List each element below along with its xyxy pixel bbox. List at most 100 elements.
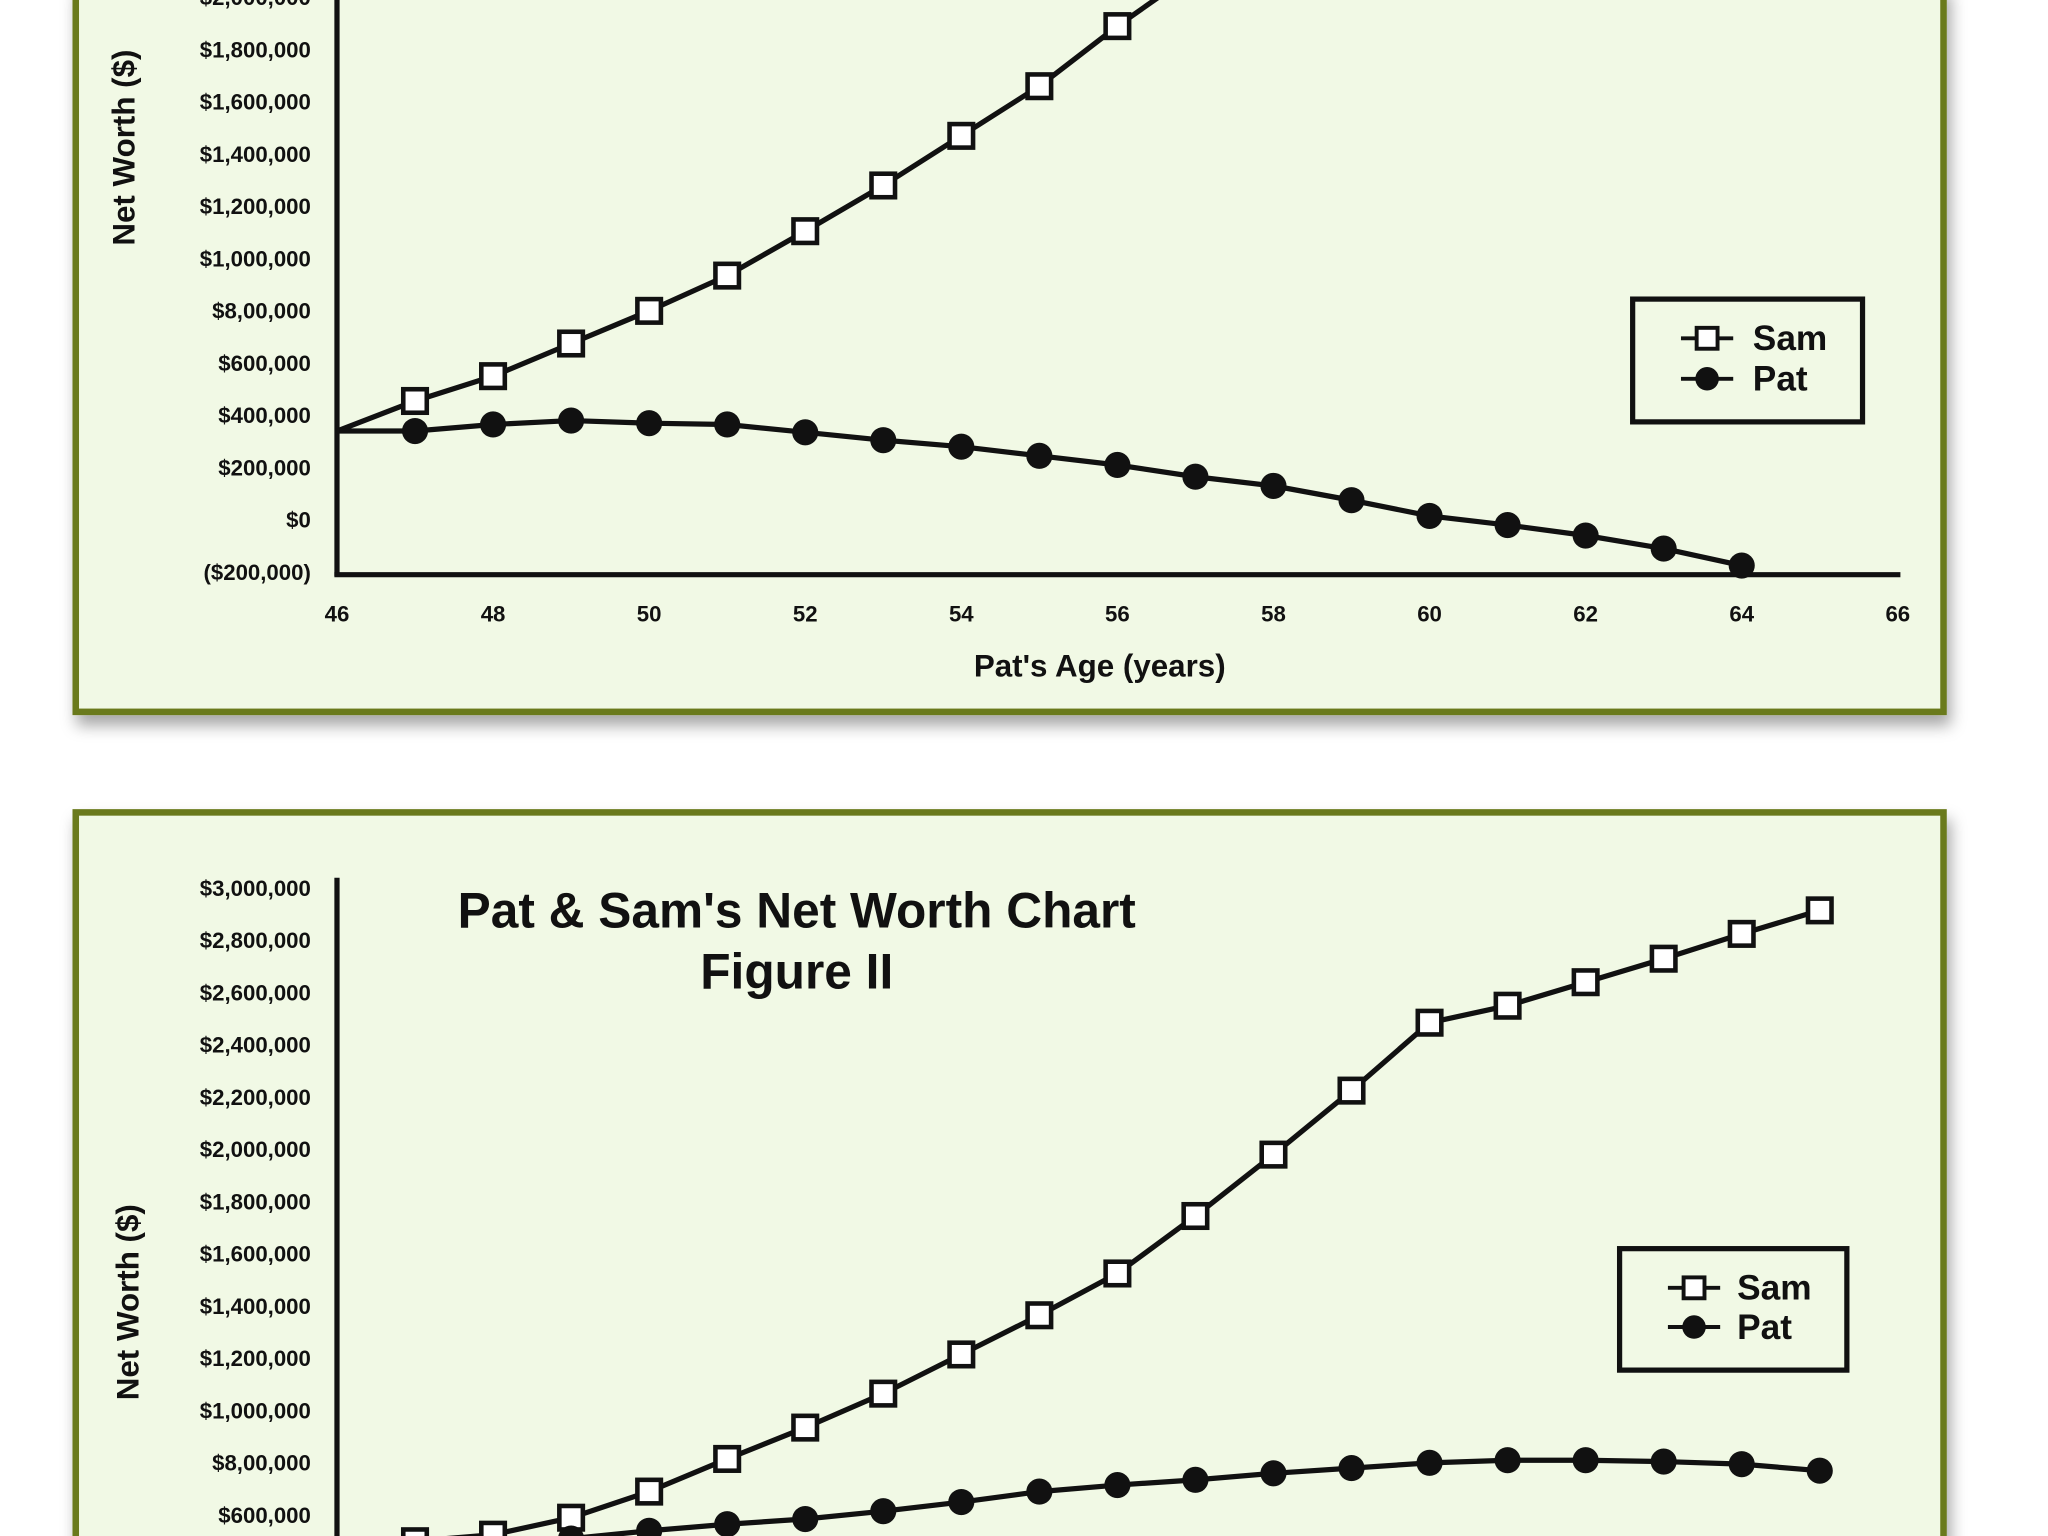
data-point-sam [869, 171, 898, 200]
y-tick-label: $2,400,000 [200, 1033, 311, 1058]
legend-sam-marker [1694, 325, 1720, 351]
data-point-pat [1416, 1449, 1443, 1476]
data-point-sam [479, 1520, 508, 1536]
y-tick-label: $2,000,000 [200, 0, 311, 10]
data-point-sam [791, 1413, 820, 1442]
data-point-pat [558, 407, 585, 434]
data-point-pat [1572, 1447, 1599, 1474]
x-tick-label: 52 [793, 602, 818, 627]
legend-sam-label: Sam [1737, 1269, 1811, 1308]
data-point-sam [947, 1340, 976, 1369]
y-tick-label: $2,600,000 [200, 980, 311, 1005]
legend-sam-marker [1681, 1275, 1707, 1301]
data-point-pat [636, 410, 663, 437]
data-point-pat [1260, 472, 1287, 499]
legend-pat-label: Pat [1737, 1308, 1792, 1347]
data-point-pat [1572, 522, 1599, 549]
y-tick-label: ($200,000) [204, 560, 311, 585]
data-point-sam [479, 362, 508, 391]
y-tick-label: $600,000 [218, 1503, 311, 1528]
y-tick-label: $8,00,000 [212, 299, 311, 324]
chart-panel-1: $2,000,000 $1,800,000 $1,600,000 $1,400,000… [72, 0, 1947, 716]
data-point-sam [400, 386, 430, 416]
legend-sam-label: Sam [1753, 319, 1827, 358]
data-point-pat [1650, 535, 1677, 562]
data-point-sam [713, 261, 742, 290]
x-tick-label: 46 [325, 602, 350, 627]
data-point-pat [1260, 1460, 1287, 1487]
y-tick-label: $8,00,000 [212, 1451, 311, 1476]
data-point-sam [1025, 1301, 1054, 1330]
x-tick-label: 50 [637, 602, 662, 627]
data-point-sam [1181, 1201, 1210, 1231]
data-point-sam [1571, 968, 1600, 997]
data-point-sam [400, 1527, 430, 1536]
chart-title: Pat & Sam's Net Worth Chart [458, 882, 1136, 938]
data-point-pat [714, 411, 741, 438]
data-point-pat [1104, 1472, 1131, 1499]
data-point-pat [1806, 1457, 1833, 1484]
data-point-sam [1103, 1259, 1132, 1288]
data-point-sam [1025, 72, 1054, 101]
chart-panel-2: Pat & Sam's Net Worth Chart Figure II $3… [72, 809, 1947, 1536]
y-tick-label: $2,000,000 [200, 1137, 311, 1162]
y-tick-label: $1,400,000 [200, 142, 311, 167]
data-point-sam [1103, 12, 1132, 41]
data-point-pat [1494, 1447, 1521, 1474]
y-tick-label: $1,800,000 [200, 1189, 311, 1214]
data-point-sam [1337, 1076, 1366, 1105]
x-tick-label: 58 [1261, 602, 1286, 627]
data-point-pat [948, 1488, 975, 1516]
data-point-pat [870, 1498, 897, 1525]
data-point-pat [1182, 1466, 1209, 1493]
chart-subtitle: Figure II [700, 944, 893, 1000]
legend: Sam Pat [1616, 1246, 1850, 1373]
legend-pat-marker [1695, 367, 1719, 391]
data-point-pat [792, 1505, 819, 1533]
data-point-pat [1338, 1455, 1365, 1482]
data-point-pat [870, 427, 897, 454]
y-tick-label: $1,800,000 [200, 37, 311, 62]
legend-pat-label: Pat [1753, 360, 1808, 399]
data-point-sam [1415, 1008, 1444, 1037]
x-tick-label: 66 [1885, 602, 1910, 627]
data-point-sam [791, 217, 820, 246]
data-point-pat [1416, 502, 1443, 529]
data-point-pat [1728, 1451, 1755, 1478]
y-tick-label: $2,200,000 [200, 1085, 311, 1110]
legend-pat-marker [1682, 1315, 1706, 1339]
x-tick-label: 54 [949, 602, 974, 627]
data-point-pat [1104, 451, 1131, 479]
y-axis-label: Net Worth ($) [110, 1204, 145, 1400]
x-tick-label: 62 [1573, 602, 1598, 627]
data-point-pat [636, 1517, 663, 1536]
x-tick-label: 56 [1105, 602, 1130, 627]
data-point-sam [1727, 919, 1756, 948]
data-point-sam [1493, 991, 1522, 1020]
y-tick-label: $3,000,000 [200, 876, 311, 901]
y-axis-label: Net Worth ($) [107, 50, 142, 246]
y-tick-label: $1,600,000 [200, 1242, 311, 1267]
x-tick-label: 64 [1729, 602, 1754, 627]
data-point-pat [714, 1511, 741, 1536]
data-point-pat [1026, 1478, 1053, 1505]
data-point-pat [1728, 552, 1755, 579]
x-tick-label: 60 [1417, 602, 1442, 627]
y-tick-label: $200,000 [218, 455, 311, 480]
data-point-pat [1338, 487, 1365, 514]
data-point-pat [948, 433, 975, 460]
data-point-sam [557, 329, 586, 358]
y-tick-label: $1,000,000 [200, 246, 311, 271]
x-axis-label: Pat's Age (years) [974, 649, 1226, 684]
data-point-pat [480, 411, 507, 438]
data-point-sam [947, 121, 976, 150]
y-tick-label: $2,800,000 [200, 928, 311, 953]
y-tick-label: $1,400,000 [200, 1294, 311, 1319]
legend: Sam Pat [1630, 296, 1866, 425]
y-tick-label: $1,000,000 [200, 1398, 311, 1423]
data-point-sam [869, 1379, 898, 1408]
data-point-pat [1182, 463, 1209, 490]
data-point-pat [1650, 1448, 1677, 1475]
x-tick-label: 48 [481, 602, 506, 627]
y-tick-label: $600,000 [218, 351, 311, 376]
